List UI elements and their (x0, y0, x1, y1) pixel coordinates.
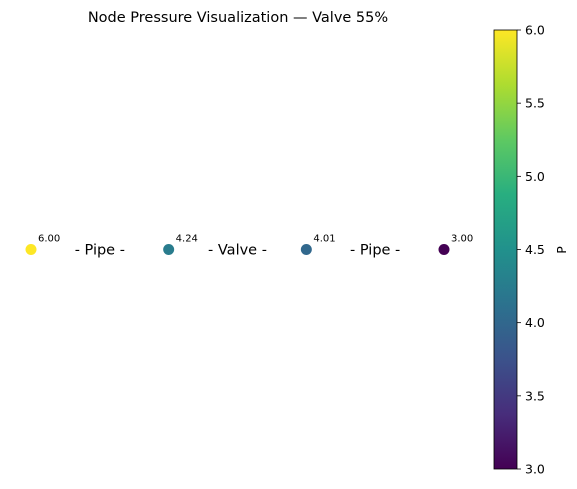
edge-label: - Valve - (208, 243, 267, 259)
colorbar-ticks: 3.0 3.5 4.0 4.5 5.0 5.5 6.0 (517, 23, 545, 477)
node-point (163, 244, 175, 255)
colorbar-tick-label: 4.5 (525, 242, 545, 257)
colorbar-tick-label: 3.0 (525, 462, 545, 477)
node-point (300, 244, 312, 255)
edge-label: - Pipe - (75, 243, 125, 259)
colorbar-tick-label: 6.0 (525, 23, 545, 38)
colorbar-tick-label: 5.0 (525, 169, 545, 184)
colorbar-tick-label: 3.5 (525, 388, 545, 403)
colorbar-tick-label: 5.5 (525, 96, 545, 111)
node-value-label: 4.01 (313, 234, 335, 245)
plot-area: - Pipe - - Valve - - Pipe - 6.00 4.24 4.01 3.0… (25, 234, 473, 259)
node-point (438, 244, 450, 255)
node-point (25, 244, 37, 255)
colorbar-label: P (554, 246, 569, 254)
edge-label: - Pipe - (350, 243, 400, 259)
node-value-label: 3.00 (451, 234, 473, 245)
colorbar-tick-label: 4.0 (525, 315, 545, 330)
node-value-label: 6.00 (38, 234, 60, 245)
node-value-label: 4.24 (176, 234, 198, 245)
chart-title: Node Pressure Visualization — Valve 55% (88, 10, 388, 26)
colorbar-gradient (493, 29, 518, 470)
colorbar: 3.0 3.5 4.0 4.5 5.0 5.5 6.0 P (493, 23, 569, 477)
